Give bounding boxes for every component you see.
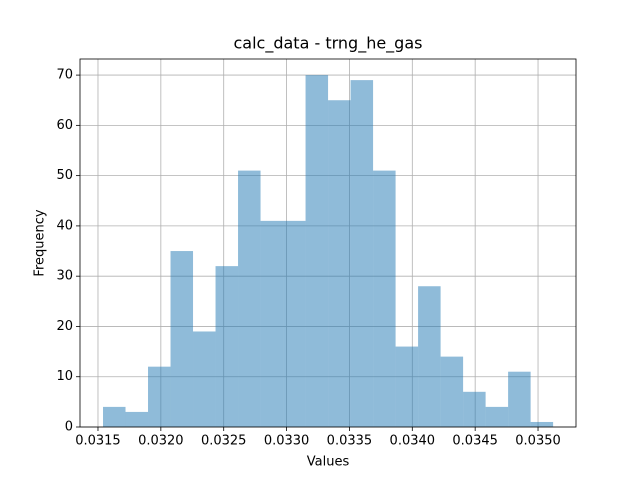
chart-title: calc_data - trng_he_gas xyxy=(234,34,423,54)
plot-frame xyxy=(79,58,577,428)
y-tick-label: 40 xyxy=(56,218,73,233)
x-tick-label: 0.0340 xyxy=(390,434,436,449)
bar xyxy=(283,220,306,427)
x-tick-label: 0.0320 xyxy=(138,434,184,449)
y-tick-label: 0 xyxy=(65,420,73,435)
x-tick-label: 0.0330 xyxy=(264,434,310,449)
bar xyxy=(170,251,194,427)
x-tick-label: 0.0335 xyxy=(327,434,373,449)
x-tick-label: 0.0315 xyxy=(75,434,121,449)
x-axis-label: Values xyxy=(307,455,350,470)
x-tick-label: 0.0345 xyxy=(452,434,498,449)
bar xyxy=(440,356,464,427)
bar xyxy=(328,100,351,427)
bar xyxy=(418,286,441,427)
bar xyxy=(350,80,374,428)
bar xyxy=(260,220,284,427)
bar xyxy=(193,331,216,427)
bar xyxy=(238,170,261,427)
bar xyxy=(530,421,554,427)
x-tick-label: 0.0350 xyxy=(515,434,561,449)
y-tick-label: 20 xyxy=(56,319,73,334)
bar xyxy=(215,266,239,427)
bar xyxy=(305,75,329,427)
bar xyxy=(395,346,419,427)
y-tick-label: 60 xyxy=(56,118,73,133)
y-tick-label: 30 xyxy=(56,269,73,284)
bar xyxy=(125,411,149,427)
y-tick-label: 70 xyxy=(56,68,73,83)
y-tick-label: 10 xyxy=(56,369,73,384)
bar xyxy=(508,371,531,427)
x-tick-label: 0.0325 xyxy=(201,434,247,449)
y-axis-label: Frequency xyxy=(33,209,48,276)
bar xyxy=(373,170,396,427)
bar xyxy=(485,406,509,427)
bar xyxy=(103,406,126,427)
y-tick-label: 50 xyxy=(56,168,73,183)
bar xyxy=(463,391,486,427)
bar xyxy=(148,366,171,427)
